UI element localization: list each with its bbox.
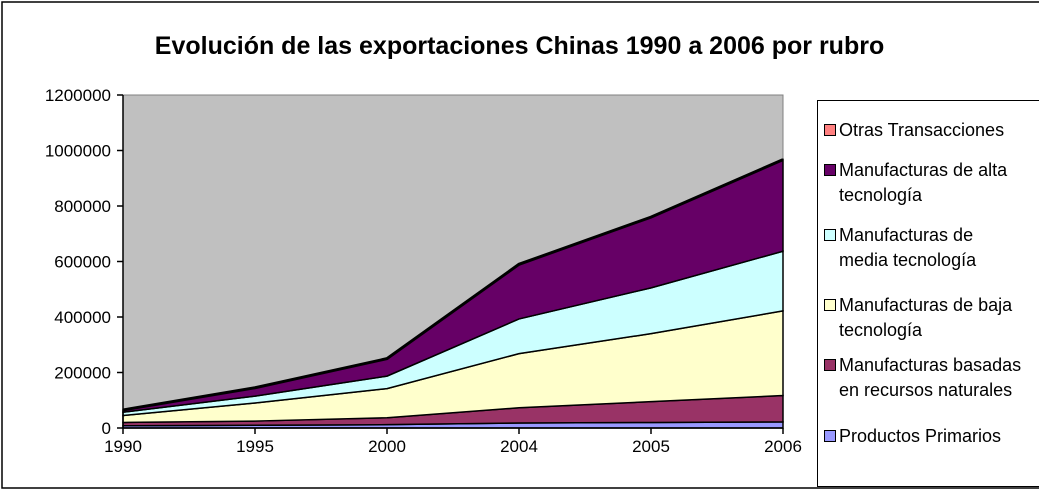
legend-item: Productos Primarios	[824, 424, 1039, 449]
x-tick-label: 2000	[368, 437, 406, 456]
legend: Otras Transacciones Manufacturas de alta …	[817, 100, 1039, 487]
legend-label: Manufacturas basadas en recursos natural…	[839, 353, 1039, 403]
chart-title: Evolución de las exportaciones Chinas 19…	[0, 32, 1039, 61]
x-tick-label: 2005	[632, 437, 670, 456]
legend-item: Manufacturas de media tecnología	[824, 223, 1039, 273]
y-tick-label: 1200000	[45, 86, 111, 105]
x-tick-label: 1990	[104, 437, 142, 456]
legend-item: Otras Transacciones	[824, 118, 1039, 143]
y-tick-label: 800000	[54, 197, 111, 216]
legend-label: Manufacturas de media tecnología	[839, 223, 1039, 273]
legend-label: Productos Primarios	[839, 424, 1039, 449]
y-tick-label: 200000	[54, 364, 111, 383]
legend-swatch	[824, 164, 836, 176]
legend-item: Manufacturas basadas en recursos natural…	[824, 353, 1039, 403]
legend-swatch	[824, 299, 836, 311]
x-tick-label: 2004	[500, 437, 538, 456]
x-tick-label: 2006	[764, 437, 802, 456]
legend-label: Manufacturas de baja tecnología	[839, 293, 1039, 343]
legend-swatch	[824, 430, 836, 442]
legend-swatch	[824, 124, 836, 136]
y-tick-label: 0	[102, 419, 111, 438]
y-tick-label: 400000	[54, 308, 111, 327]
legend-item: Manufacturas de baja tecnología	[824, 293, 1039, 343]
y-tick-label: 600000	[54, 253, 111, 272]
legend-label: Otras Transacciones	[839, 118, 1039, 143]
legend-swatch	[824, 229, 836, 241]
x-tick-label: 1995	[236, 437, 274, 456]
legend-label: Manufacturas de alta tecnología	[839, 158, 1039, 208]
legend-swatch	[824, 359, 836, 371]
legend-item: Manufacturas de alta tecnología	[824, 158, 1039, 208]
y-tick-label: 1000000	[45, 142, 111, 161]
